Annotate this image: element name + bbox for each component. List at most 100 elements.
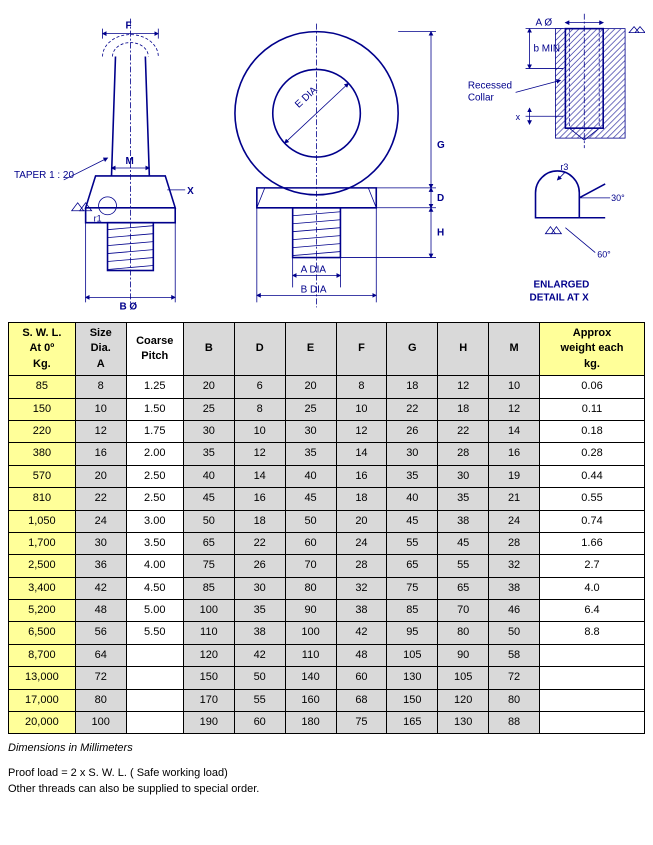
cell: 130 bbox=[438, 712, 489, 734]
cell: 55 bbox=[438, 555, 489, 577]
cell: 45 bbox=[438, 532, 489, 554]
th-m: M bbox=[489, 323, 540, 376]
cell: 0.06 bbox=[540, 376, 645, 398]
table-row: 8,7006412042110481059058 bbox=[9, 644, 645, 666]
cell: 180 bbox=[285, 712, 336, 734]
cell: 42 bbox=[234, 644, 285, 666]
cell: 50 bbox=[489, 622, 540, 644]
th-e: E bbox=[285, 323, 336, 376]
cell: 80 bbox=[75, 689, 126, 711]
cell: 8.8 bbox=[540, 622, 645, 644]
cell: 16 bbox=[489, 443, 540, 465]
table-row: 20,000100190601807516513088 bbox=[9, 712, 645, 734]
cell: 160 bbox=[285, 689, 336, 711]
label-bdia: B DIA bbox=[301, 284, 327, 295]
cell: 8 bbox=[336, 376, 387, 398]
cell: 0.28 bbox=[540, 443, 645, 465]
cell: 13,000 bbox=[9, 667, 76, 689]
cell: 24 bbox=[336, 532, 387, 554]
top-right-view: A Ø b MIN Recessed Collar x bbox=[468, 14, 645, 148]
cell: 6.4 bbox=[540, 600, 645, 622]
cell: 28 bbox=[438, 443, 489, 465]
cell: 28 bbox=[336, 555, 387, 577]
cell: 110 bbox=[285, 644, 336, 666]
label-xsm: x bbox=[516, 112, 521, 122]
cell: 130 bbox=[387, 667, 438, 689]
label-30: 30° bbox=[611, 193, 625, 203]
cell: 14 bbox=[234, 465, 285, 487]
table-row: 810222.50451645184035210.55 bbox=[9, 488, 645, 510]
cell: 24 bbox=[489, 510, 540, 532]
cell: 105 bbox=[438, 667, 489, 689]
cell: 38 bbox=[234, 622, 285, 644]
cell: 60 bbox=[336, 667, 387, 689]
cell: 2.7 bbox=[540, 555, 645, 577]
cell: 30 bbox=[387, 443, 438, 465]
cell: 30 bbox=[183, 420, 234, 442]
cell bbox=[540, 712, 645, 734]
cell: 90 bbox=[438, 644, 489, 666]
label-m: M bbox=[125, 156, 133, 167]
table-row: 380162.00351235143028160.28 bbox=[9, 443, 645, 465]
cell: 1.50 bbox=[126, 398, 183, 420]
cell: 42 bbox=[336, 622, 387, 644]
cell: 55 bbox=[234, 689, 285, 711]
cell: 30 bbox=[75, 532, 126, 554]
cell: 64 bbox=[75, 644, 126, 666]
cell bbox=[540, 644, 645, 666]
cell: 1.66 bbox=[540, 532, 645, 554]
label-g: G bbox=[437, 140, 445, 151]
label-adia: A DIA bbox=[301, 264, 327, 275]
cell: 10 bbox=[75, 398, 126, 420]
cell: 100 bbox=[285, 622, 336, 644]
cell: 22 bbox=[438, 420, 489, 442]
cell: 20,000 bbox=[9, 712, 76, 734]
cell: 10 bbox=[489, 376, 540, 398]
cell: 80 bbox=[489, 689, 540, 711]
cell: 1,050 bbox=[9, 510, 76, 532]
cell: 25 bbox=[285, 398, 336, 420]
th-size: Size Dia. A bbox=[75, 323, 126, 376]
note-dimensions: Dimensions in Millimeters bbox=[8, 740, 645, 757]
cell: 100 bbox=[183, 600, 234, 622]
cell: 60 bbox=[234, 712, 285, 734]
cell: 18 bbox=[336, 488, 387, 510]
th-b: B bbox=[183, 323, 234, 376]
cell: 0.44 bbox=[540, 465, 645, 487]
cell: 0.55 bbox=[540, 488, 645, 510]
cell: 18 bbox=[438, 398, 489, 420]
cell: 5.00 bbox=[126, 600, 183, 622]
cell bbox=[540, 667, 645, 689]
cell: 18 bbox=[387, 376, 438, 398]
th-g: G bbox=[387, 323, 438, 376]
cell: 22 bbox=[75, 488, 126, 510]
cell: 0.74 bbox=[540, 510, 645, 532]
label-r1: r1 bbox=[94, 214, 102, 224]
cell: 12 bbox=[489, 398, 540, 420]
cell: 5,200 bbox=[9, 600, 76, 622]
cell: 22 bbox=[387, 398, 438, 420]
cell: 38 bbox=[438, 510, 489, 532]
label-f: F bbox=[125, 21, 131, 32]
label-enl2: DETAIL AT X bbox=[530, 292, 590, 303]
cell: 16 bbox=[336, 465, 387, 487]
cell: 19 bbox=[489, 465, 540, 487]
cell: 26 bbox=[387, 420, 438, 442]
cell: 75 bbox=[387, 577, 438, 599]
cell bbox=[126, 712, 183, 734]
cell: 16 bbox=[234, 488, 285, 510]
bottom-right-view: 30° 60° r3 ENLARGED DETAIL AT X bbox=[530, 162, 626, 303]
cell: 50 bbox=[285, 510, 336, 532]
table-body: 8581.252062081812100.06150101.5025825102… bbox=[9, 376, 645, 734]
cell: 48 bbox=[75, 600, 126, 622]
cell: 1,700 bbox=[9, 532, 76, 554]
label-60: 60° bbox=[597, 250, 611, 260]
cell: 380 bbox=[9, 443, 76, 465]
cell: 68 bbox=[336, 689, 387, 711]
technical-diagram: F M X r1 TAPER 1 : 20 B Ø E DIA bbox=[8, 8, 645, 318]
cell: 2.00 bbox=[126, 443, 183, 465]
cell: 3.00 bbox=[126, 510, 183, 532]
cell: 10 bbox=[234, 420, 285, 442]
label-ao: A Ø bbox=[536, 18, 553, 29]
cell: 75 bbox=[336, 712, 387, 734]
